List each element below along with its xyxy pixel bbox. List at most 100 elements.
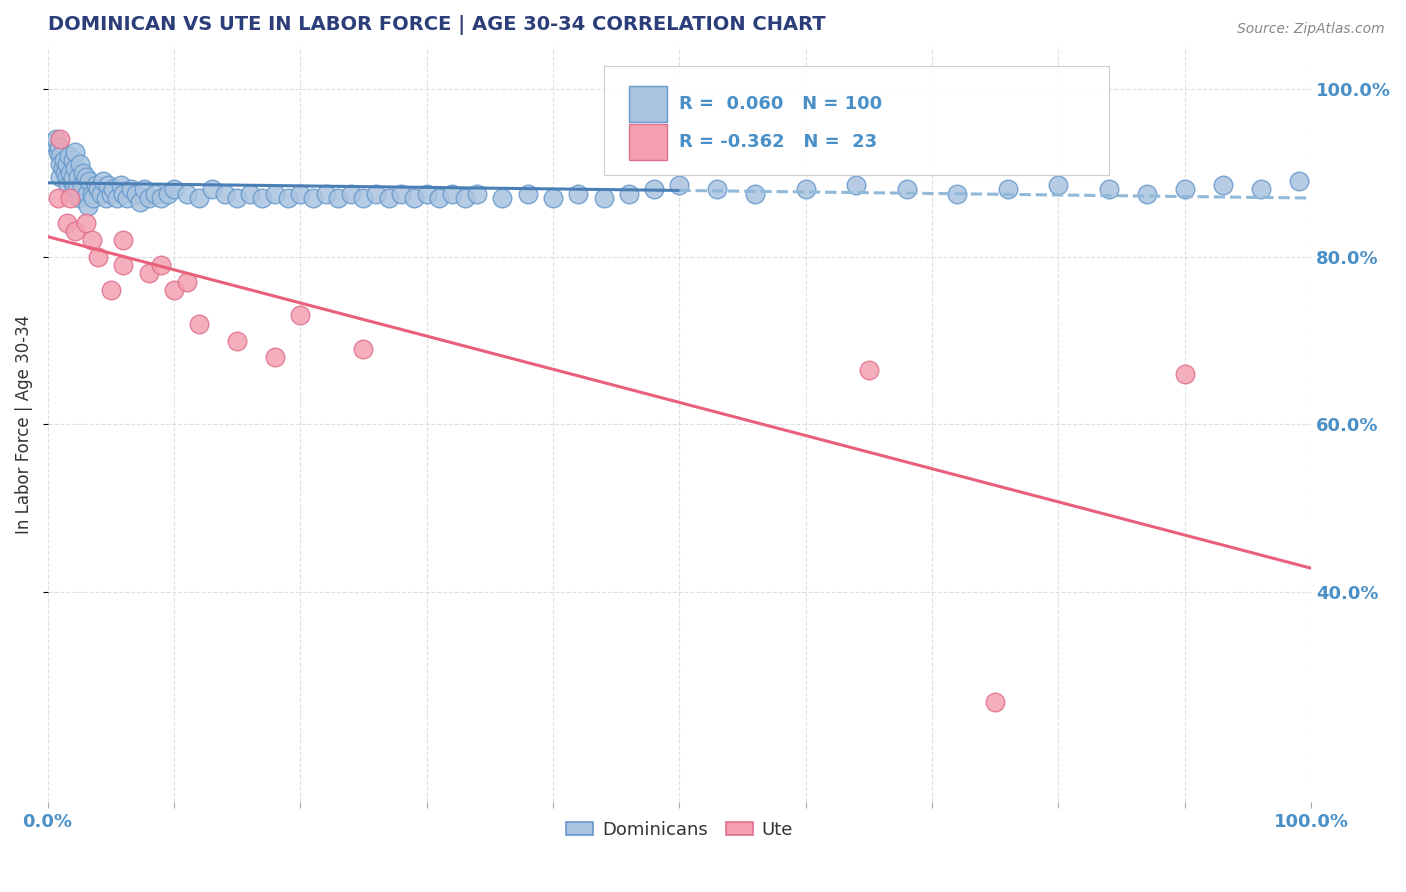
Point — [62, 169, 84, 184]
Point — [69, 157, 91, 171]
Point — [744, 186, 766, 201]
Point — [103, 182, 125, 196]
Point — [1174, 367, 1197, 381]
Point — [592, 191, 614, 205]
Point — [132, 182, 155, 196]
Point — [143, 186, 166, 201]
Point — [984, 694, 1007, 708]
Point — [105, 191, 128, 205]
Point — [226, 334, 249, 348]
Point — [49, 132, 72, 146]
Point — [328, 191, 350, 205]
Point — [65, 145, 87, 159]
Point — [946, 186, 969, 201]
Point — [60, 174, 83, 188]
Point — [65, 161, 87, 176]
Point — [239, 186, 262, 201]
Point — [1098, 182, 1121, 196]
Point — [67, 191, 90, 205]
Point — [100, 186, 122, 201]
Point — [112, 233, 135, 247]
Point — [302, 191, 325, 205]
Point — [72, 165, 94, 179]
Point — [453, 191, 475, 205]
Point — [46, 191, 69, 205]
Point — [75, 216, 97, 230]
Text: Source: ZipAtlas.com: Source: ZipAtlas.com — [1237, 22, 1385, 37]
Point — [87, 250, 110, 264]
Y-axis label: In Labor Force | Age 30-34: In Labor Force | Age 30-34 — [15, 315, 32, 534]
Point — [389, 186, 412, 201]
Point — [66, 182, 89, 196]
Point — [48, 140, 70, 154]
Point — [125, 186, 148, 201]
Point — [45, 132, 67, 146]
Point — [87, 182, 110, 196]
Point — [226, 191, 249, 205]
Point — [84, 178, 107, 193]
Point — [201, 182, 224, 196]
Text: R =  0.060   N = 100: R = 0.060 N = 100 — [679, 95, 883, 113]
Point — [353, 191, 375, 205]
Point — [58, 149, 80, 163]
Point — [52, 161, 75, 176]
Text: DOMINICAN VS UTE IN LABOR FORCE | AGE 30-34 CORRELATION CHART: DOMINICAN VS UTE IN LABOR FORCE | AGE 30… — [48, 15, 825, 35]
Point — [1212, 178, 1234, 193]
Point — [541, 191, 564, 205]
Legend: Dominicans, Ute: Dominicans, Ute — [558, 814, 800, 847]
Point — [214, 186, 236, 201]
Point — [77, 199, 100, 213]
Point — [264, 351, 287, 365]
Point — [277, 191, 299, 205]
Point — [156, 186, 179, 201]
Point — [82, 191, 104, 205]
Point — [188, 191, 211, 205]
Point — [1250, 182, 1272, 196]
Point — [290, 186, 312, 201]
Point — [76, 186, 98, 201]
Point — [55, 169, 77, 184]
Text: R = -0.362   N =  23: R = -0.362 N = 23 — [679, 133, 877, 151]
Point — [49, 157, 72, 171]
Point — [59, 165, 82, 179]
Point — [176, 275, 198, 289]
Point — [415, 186, 437, 201]
Point — [138, 191, 160, 205]
Point — [440, 186, 463, 201]
Bar — [628, 124, 666, 160]
Point — [1174, 182, 1197, 196]
Point — [59, 191, 82, 205]
Point — [150, 258, 173, 272]
Point — [340, 186, 363, 201]
Point — [290, 309, 312, 323]
Point — [112, 186, 135, 201]
Point — [252, 191, 274, 205]
Point — [53, 165, 76, 179]
Point — [110, 178, 132, 193]
Point — [896, 182, 918, 196]
Point — [668, 178, 690, 193]
Point — [80, 186, 103, 201]
Point — [90, 186, 112, 201]
Point — [115, 191, 138, 205]
Point — [491, 191, 513, 205]
Point — [264, 186, 287, 201]
Point — [858, 363, 880, 377]
Point — [378, 191, 401, 205]
Point — [1047, 178, 1070, 193]
Point — [163, 182, 186, 196]
Point — [55, 216, 77, 230]
Bar — [628, 86, 666, 122]
Point — [427, 191, 450, 205]
Point — [120, 182, 142, 196]
Point — [1288, 174, 1310, 188]
Point — [794, 182, 817, 196]
Point — [49, 169, 72, 184]
Point — [49, 149, 72, 163]
FancyBboxPatch shape — [603, 65, 1109, 175]
Point — [56, 178, 79, 193]
Point — [53, 153, 76, 167]
Point — [66, 169, 89, 184]
Point — [643, 182, 665, 196]
Point — [402, 191, 425, 205]
